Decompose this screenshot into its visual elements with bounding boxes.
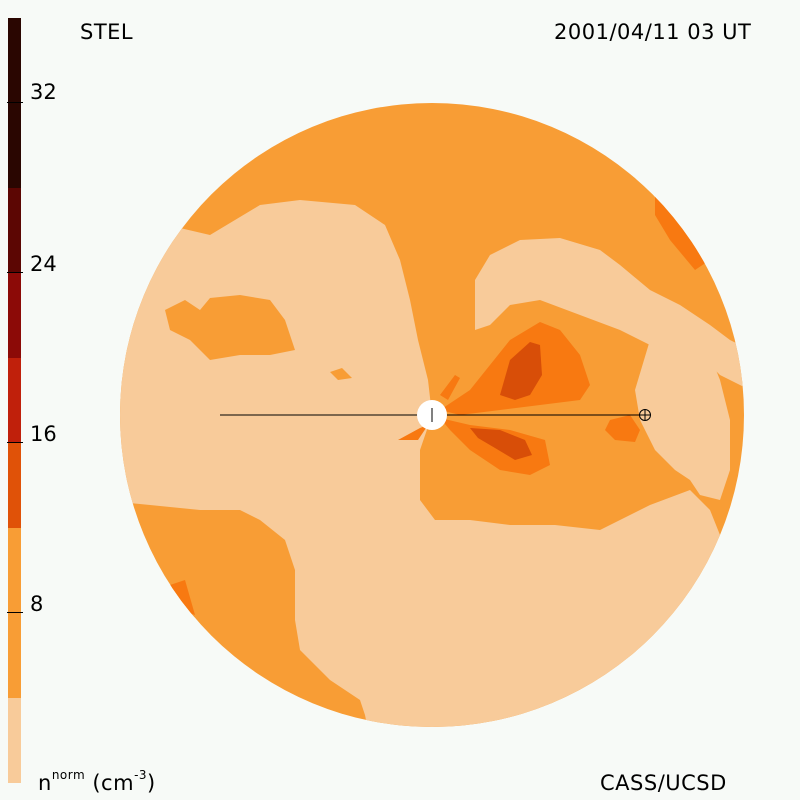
colorbar-tick bbox=[7, 612, 23, 613]
credit-label: CASS/UCSD bbox=[600, 771, 727, 795]
units-close: ) bbox=[147, 771, 156, 795]
medium-spot-right bbox=[605, 415, 640, 442]
dark-core-upper bbox=[500, 342, 542, 400]
colorbar-tick bbox=[7, 102, 23, 103]
colorbar-segment bbox=[8, 188, 21, 273]
colorbar-segment bbox=[8, 18, 21, 188]
colorbar-tick-label: 24 bbox=[30, 252, 57, 276]
medium-corner-bottom-left bbox=[170, 580, 195, 615]
source-label: STEL bbox=[80, 20, 134, 44]
medium-corner-top-right bbox=[655, 195, 710, 270]
colorbar-segment bbox=[8, 273, 21, 358]
colorbar-tick bbox=[7, 442, 23, 443]
colorbar-segment bbox=[8, 358, 21, 443]
colorbar-tick bbox=[7, 272, 23, 273]
dark-core-lower bbox=[470, 428, 532, 460]
units-exponent: -3 bbox=[134, 768, 148, 782]
units-base: n bbox=[38, 771, 52, 795]
colorbar-segment bbox=[8, 528, 21, 698]
medium-spike-left bbox=[398, 425, 428, 440]
colorbar-tick-label: 8 bbox=[30, 592, 44, 616]
units-rest: (cm bbox=[92, 771, 135, 795]
colorbar-segment bbox=[8, 698, 21, 783]
earth-icon bbox=[639, 409, 651, 421]
light-region-upper-right bbox=[475, 238, 744, 390]
medium-patch-small bbox=[330, 368, 352, 380]
colorbar-segment bbox=[8, 443, 21, 528]
colorbar-tick-label: 16 bbox=[30, 422, 57, 446]
colorbar-tick-label: 32 bbox=[30, 80, 57, 104]
medium-spike-up bbox=[440, 375, 460, 400]
units-superscript: norm bbox=[51, 768, 86, 782]
medium-patch-left bbox=[165, 295, 295, 360]
units-label: nnorm (cm-3) bbox=[38, 768, 156, 795]
light-region-right-edge bbox=[635, 340, 730, 500]
datetime-label: 2001/04/11 03 UT bbox=[554, 20, 752, 44]
